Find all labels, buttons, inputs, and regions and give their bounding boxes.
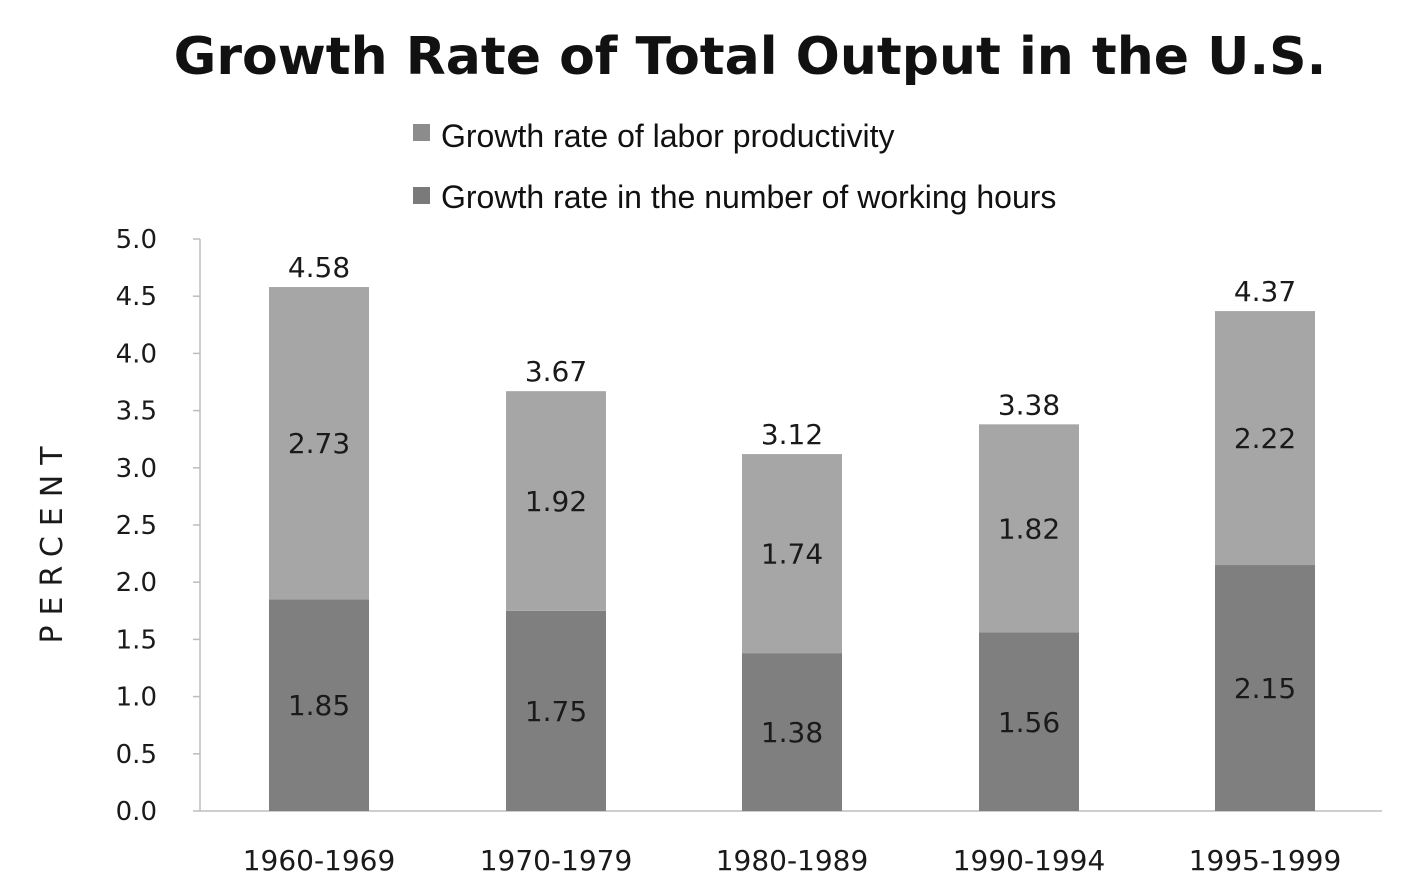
bar-segment-working-hours xyxy=(1215,565,1315,811)
bar-segment-working-hours xyxy=(742,653,842,811)
y-axis-label: PERCENT xyxy=(35,436,70,643)
bar-segment-productivity xyxy=(979,424,1079,633)
y-axis: 0.0 0.5 1.0 1.5 2.0 2.5 3.0 3.5 4.0 4.5 5.0 xyxy=(116,225,201,827)
segment-value-label: 1.82 xyxy=(998,512,1060,545)
bar-segment-working-hours xyxy=(269,599,369,811)
y-tick-label: 2.5 xyxy=(116,511,157,541)
segment-value-label: 2.15 xyxy=(1234,672,1296,705)
total-value-label: 3.67 xyxy=(525,355,587,388)
segment-value-label: 1.74 xyxy=(761,538,823,571)
y-tick-label: 1.5 xyxy=(116,625,157,655)
legend-label-productivity: Growth rate of labor productivity xyxy=(441,118,895,154)
legend-swatch-productivity xyxy=(413,124,430,141)
bar-segment-working-hours xyxy=(506,610,606,811)
y-tick-label: 0.5 xyxy=(116,740,157,770)
value-labels: 1.85 2.73 4.58 1.75 1.92 3.67 1.38 1.74 3.12 1.56… xyxy=(288,251,1296,749)
total-value-label: 3.12 xyxy=(761,418,823,451)
x-tick-label: 1995-1999 xyxy=(1189,844,1342,877)
total-value-label: 3.38 xyxy=(998,388,1060,421)
y-tick-label: 4.5 xyxy=(116,282,157,312)
legend-swatch-working-hours xyxy=(413,187,430,204)
bars xyxy=(269,287,1315,811)
y-tick-label: 3.5 xyxy=(116,397,157,427)
total-value-label: 4.58 xyxy=(288,251,350,284)
segment-value-label: 1.75 xyxy=(525,695,587,728)
bar-segment-productivity xyxy=(1215,311,1315,566)
y-tick-label: 0.0 xyxy=(116,797,157,827)
x-tick-label: 1990-1994 xyxy=(953,844,1106,877)
bar-segment-productivity xyxy=(506,391,606,611)
legend-label-working-hours: Growth rate in the number of working hou… xyxy=(441,179,1056,215)
y-tick-label: 3.0 xyxy=(116,454,157,484)
segment-value-label: 1.85 xyxy=(288,689,350,722)
y-tick-label: 2.0 xyxy=(116,568,157,598)
y-tick-label: 1.0 xyxy=(116,683,157,713)
legend: Growth rate of labor productivity Growth… xyxy=(413,118,1056,215)
chart-title: Growth Rate of Total Output in the U.S. xyxy=(174,27,1327,87)
bar-segment-productivity xyxy=(742,454,842,654)
x-tick-label: 1980-1989 xyxy=(716,844,869,877)
segment-value-label: 2.73 xyxy=(288,427,350,460)
y-tick-label: 5.0 xyxy=(116,225,157,255)
segment-value-label: 1.92 xyxy=(525,485,587,518)
x-tick-label: 1960-1969 xyxy=(243,844,396,877)
segment-value-label: 1.56 xyxy=(998,706,1060,739)
total-value-label: 4.37 xyxy=(1234,275,1296,308)
bar-segment-productivity xyxy=(269,287,369,600)
segment-value-label: 2.22 xyxy=(1234,422,1296,455)
y-tick-label: 4.0 xyxy=(116,339,157,369)
x-axis: 1960-1969 1970-1979 1980-1989 1990-1994 1995… xyxy=(200,810,1382,877)
segment-value-label: 1.38 xyxy=(761,716,823,749)
bar-segment-working-hours xyxy=(979,632,1079,811)
x-tick-label: 1970-1979 xyxy=(480,844,633,877)
